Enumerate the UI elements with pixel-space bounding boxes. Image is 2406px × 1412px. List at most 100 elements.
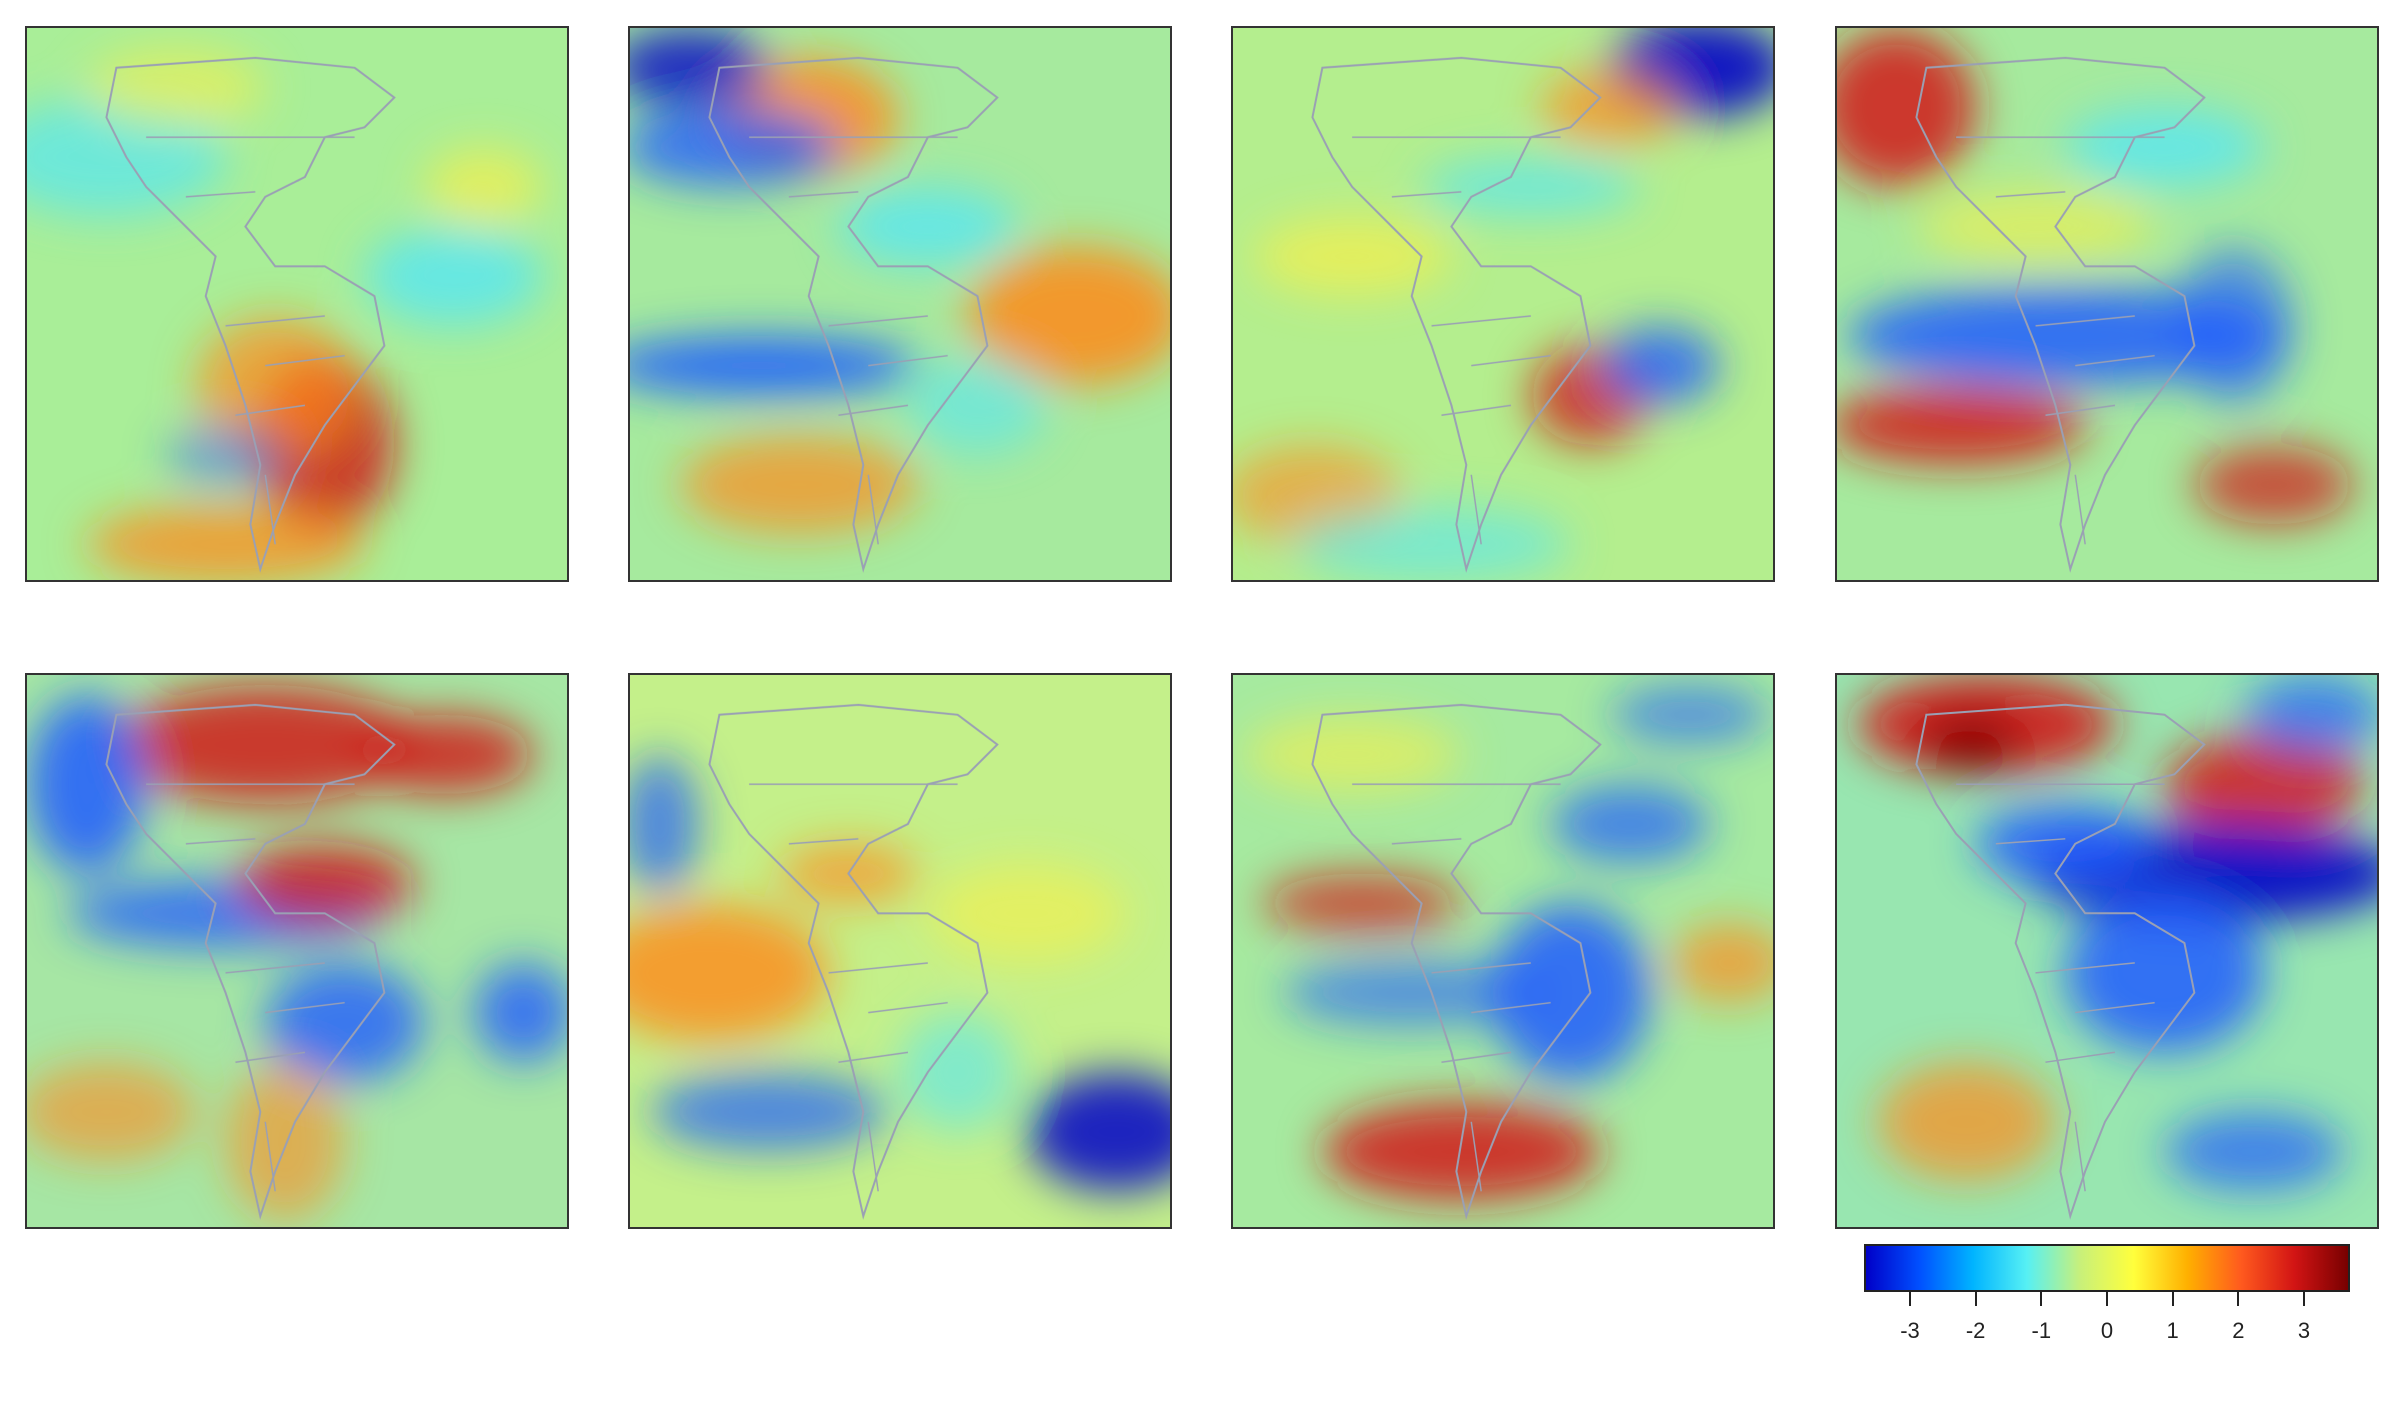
coastline bbox=[1915, 703, 2206, 1220]
anomaly-field bbox=[1242, 684, 1773, 1202]
colorbar-tick-label: 0 bbox=[2100, 1318, 2114, 1343]
anomaly-blob bbox=[1540, 67, 1680, 148]
anomaly-blob bbox=[1421, 157, 1640, 217]
anomaly-blob bbox=[2065, 107, 2264, 187]
anomaly-blob bbox=[1837, 385, 2086, 465]
coastline bbox=[105, 56, 396, 573]
anomaly-blob bbox=[679, 435, 918, 535]
anomaly-blob bbox=[1876, 1062, 2056, 1182]
anomaly-blob bbox=[86, 47, 266, 128]
coastline bbox=[1311, 703, 1602, 1220]
anomaly-blob bbox=[27, 1062, 196, 1162]
colorbar-tick-label: -3 bbox=[1900, 1318, 1920, 1343]
colorbar-tick bbox=[2237, 1292, 2240, 1306]
map-panel-3 bbox=[1231, 26, 1775, 582]
anomaly-blob bbox=[2194, 444, 2354, 525]
coastline bbox=[1915, 56, 2206, 573]
anomaly-blob bbox=[2164, 1111, 2344, 1192]
map-panel-7 bbox=[1231, 673, 1775, 1229]
anomaly-blob bbox=[2065, 893, 2264, 1053]
anomaly-blob bbox=[1669, 923, 1773, 1003]
map-panel-4 bbox=[1835, 26, 2379, 582]
anomaly-blob bbox=[1491, 903, 1650, 1083]
colorbar-tick bbox=[2303, 1292, 2306, 1306]
anomaly-blob bbox=[2174, 246, 2294, 406]
map-panel-2 bbox=[628, 26, 1172, 582]
coastline bbox=[105, 703, 396, 1220]
country-borders bbox=[1956, 783, 2165, 1192]
anomaly-blob bbox=[1322, 1101, 1601, 1202]
anomaly-field bbox=[1856, 675, 2377, 1192]
colorbar-tick-label: 3 bbox=[2297, 1318, 2311, 1343]
map-panel-6 bbox=[628, 673, 1172, 1229]
country-borders bbox=[749, 783, 958, 1192]
anomaly-blob bbox=[424, 147, 544, 227]
colorbar-tick-label: 1 bbox=[2166, 1318, 2179, 1343]
anomaly-blob bbox=[630, 903, 829, 1043]
anomaly-blob bbox=[1027, 1072, 1170, 1192]
anomaly-blob bbox=[235, 843, 415, 924]
anomaly-blob bbox=[1262, 873, 1462, 934]
anomaly-blob bbox=[2164, 734, 2364, 834]
anomaly-field bbox=[630, 28, 1170, 535]
colorbar-tick-label: 2 bbox=[2232, 1318, 2245, 1343]
anomaly-blob bbox=[1550, 784, 1710, 864]
country-borders bbox=[1956, 136, 2165, 545]
map-panel-5 bbox=[25, 673, 569, 1229]
country-borders bbox=[146, 783, 355, 1192]
anomaly-blob bbox=[1837, 28, 1976, 187]
anomaly-blob bbox=[1975, 804, 2155, 884]
coastline bbox=[708, 703, 999, 1220]
anomaly-field bbox=[1233, 28, 1773, 580]
anomaly-blob bbox=[165, 425, 286, 485]
anomaly-blob bbox=[898, 1012, 1018, 1132]
anomaly-blob bbox=[364, 226, 544, 326]
anomaly-blob bbox=[86, 504, 365, 580]
anomaly-blob bbox=[2244, 675, 2377, 755]
colorbar-tick-label: -1 bbox=[2031, 1318, 2052, 1343]
colorbar-tick bbox=[2171, 1292, 2174, 1306]
anomaly-blob bbox=[838, 186, 1018, 267]
anomaly-blob bbox=[354, 714, 534, 795]
anomaly-blob bbox=[649, 1072, 889, 1152]
colorbar-tick bbox=[2040, 1292, 2043, 1306]
anomaly-field bbox=[1837, 28, 2354, 525]
anomaly-blob bbox=[630, 335, 918, 396]
anomaly-field bbox=[27, 684, 567, 1222]
colorbar-ticks: -3 -2 -1 0 1 2 3 bbox=[1864, 1292, 2350, 1352]
anomaly-blob bbox=[1600, 325, 1720, 406]
anomaly-blob bbox=[1916, 186, 2155, 267]
coastline bbox=[708, 56, 999, 573]
anomaly-blob bbox=[630, 28, 769, 108]
anomaly-blob bbox=[116, 684, 415, 805]
colorbar-tick bbox=[2106, 1292, 2108, 1306]
anomaly-blob bbox=[1921, 714, 2021, 775]
anomaly-blob bbox=[225, 1062, 345, 1222]
anomaly-blob bbox=[927, 863, 1127, 963]
anomaly-blob bbox=[907, 355, 1047, 455]
anomaly-blob bbox=[1846, 286, 2284, 386]
anomaly-field bbox=[630, 754, 1170, 1192]
anomaly-blob bbox=[1242, 714, 1462, 795]
colorbar-tick-label: -2 bbox=[1965, 1318, 1986, 1343]
coastline bbox=[1311, 56, 1602, 573]
map-panel-8 bbox=[1835, 673, 2379, 1229]
anomaly-blob bbox=[1292, 504, 1571, 580]
anomaly-blob bbox=[1282, 957, 1541, 1028]
map-panel-1 bbox=[25, 26, 569, 582]
country-borders bbox=[1352, 783, 1561, 1192]
colorbar-tick bbox=[1908, 1292, 1911, 1306]
anomaly-blob bbox=[630, 754, 700, 894]
colorbar bbox=[1864, 1244, 2350, 1292]
anomaly-blob bbox=[27, 694, 147, 874]
anomaly-blob bbox=[195, 315, 355, 455]
anomaly-blob bbox=[967, 246, 1170, 386]
anomaly-blob bbox=[630, 107, 839, 187]
anomaly-blob bbox=[473, 962, 567, 1063]
anomaly-blob bbox=[1610, 684, 1770, 745]
country-borders bbox=[749, 136, 958, 545]
colorbar-tick bbox=[1974, 1292, 1977, 1306]
country-borders bbox=[146, 136, 355, 545]
country-borders bbox=[1352, 136, 1561, 545]
